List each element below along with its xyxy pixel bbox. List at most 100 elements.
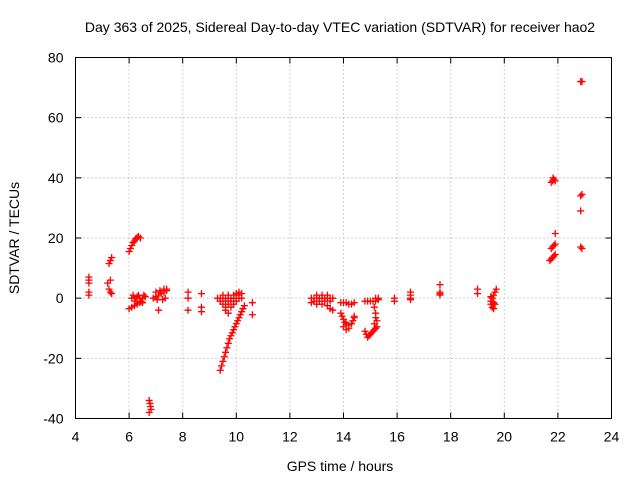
data-point: [234, 317, 242, 325]
data-point: [235, 314, 243, 322]
data-point: [235, 288, 243, 296]
data-point: [240, 302, 248, 310]
data-point: [184, 294, 192, 302]
tick-layer: 4 6 8 10 12 14 16 18 20 22 24 -40 -20 0 20 40 60 80: [43, 50, 619, 445]
x-tick-label: 22: [550, 429, 566, 445]
data-point: [248, 299, 256, 307]
y-tick-label: 0: [56, 290, 64, 306]
data-point: [155, 306, 163, 314]
data-point: [227, 303, 235, 311]
data-point: [106, 257, 114, 265]
data-point: [349, 317, 357, 325]
data-point: [370, 303, 378, 311]
data-point: [341, 318, 349, 326]
data-point: [236, 311, 244, 319]
data-point: [227, 332, 235, 340]
data-point: [184, 288, 192, 296]
data-point: [140, 291, 148, 299]
data-point: [163, 285, 171, 293]
data-point: [222, 348, 230, 356]
data-point: [232, 320, 240, 328]
data-point: [390, 297, 398, 305]
data-point: [340, 323, 347, 331]
data-point: [136, 234, 144, 242]
data-point: [350, 299, 358, 307]
data-point: [239, 305, 247, 313]
data-point: [128, 242, 136, 250]
data-point: [161, 294, 169, 302]
data-point: [106, 288, 114, 296]
data-point: [228, 329, 236, 337]
data-point: [361, 327, 369, 335]
data-point: [407, 296, 414, 304]
x-tick-label: 18: [443, 429, 459, 445]
data-point: [550, 242, 558, 250]
data-point: [326, 297, 334, 305]
data-point: [238, 308, 246, 316]
data-points: [85, 78, 586, 416]
data-point: [141, 293, 149, 301]
data-point: [372, 314, 380, 322]
data-point: [578, 245, 586, 253]
data-point: [85, 279, 93, 287]
data-point: [307, 299, 315, 307]
y-axis-label: SDTVAR / TECUs: [6, 182, 22, 294]
data-point: [329, 306, 337, 314]
data-point: [231, 323, 239, 331]
y-tick-label: 60: [48, 110, 64, 126]
y-tick-label: 40: [48, 170, 64, 186]
y-tick-label: -20: [43, 350, 63, 366]
data-point: [85, 291, 93, 299]
data-point: [219, 357, 227, 365]
data-point: [491, 300, 499, 308]
data-point: [338, 312, 346, 320]
data-point: [578, 190, 586, 198]
x-tick-label: 10: [229, 429, 245, 445]
data-point: [337, 309, 345, 317]
data-point: [577, 243, 585, 251]
grid-layer: [75, 57, 612, 419]
data-point: [474, 290, 481, 298]
data-point: [197, 290, 205, 298]
y-tick-label: 80: [48, 50, 64, 66]
data-point: [108, 254, 116, 262]
data-point: [490, 305, 498, 313]
data-point: [218, 362, 226, 370]
data-point: [549, 174, 557, 182]
x-tick-label: 16: [389, 429, 405, 445]
data-point: [137, 297, 145, 305]
data-point: [340, 315, 347, 323]
data-point: [577, 207, 585, 215]
data-point: [106, 276, 114, 284]
data-point: [488, 294, 496, 302]
data-point: [105, 260, 113, 268]
data-point: [492, 285, 500, 293]
data-point: [145, 408, 153, 416]
data-point: [105, 285, 113, 293]
data-point: [226, 335, 234, 343]
data-point: [372, 324, 380, 332]
data-point: [323, 291, 331, 299]
data-point: [550, 175, 558, 183]
data-point: [491, 288, 499, 296]
x-tick-label: 20: [497, 429, 513, 445]
data-point: [551, 229, 559, 237]
y-tick-label: -40: [43, 411, 63, 427]
data-point: [436, 281, 444, 289]
data-point: [248, 311, 256, 319]
data-point: [550, 252, 558, 260]
data-point: [156, 287, 164, 295]
data-point: [487, 293, 495, 301]
data-point: [126, 245, 134, 253]
x-tick-label: 4: [72, 429, 80, 445]
x-tick-label: 12: [282, 429, 298, 445]
data-point: [436, 291, 444, 299]
data-point: [220, 353, 228, 361]
data-point: [184, 306, 192, 314]
x-tick-label: 6: [125, 429, 133, 445]
data-point: [318, 300, 326, 308]
x-tick-label: 14: [336, 429, 352, 445]
data-point: [551, 251, 559, 259]
data-point: [348, 320, 356, 328]
